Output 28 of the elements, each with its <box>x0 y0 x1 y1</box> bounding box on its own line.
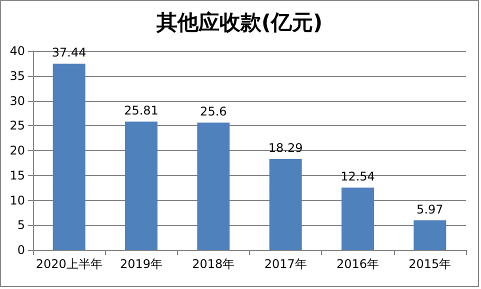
data-label: 25.81 <box>124 104 158 118</box>
data-label: 37.44 <box>52 46 86 60</box>
y-tick-label: 20 <box>10 144 25 158</box>
x-tick-label: 2018年 <box>192 257 235 271</box>
data-label: 25.6 <box>200 104 227 119</box>
data-label: 5.97 <box>416 202 444 216</box>
y-tick-label: 0 <box>17 243 25 257</box>
data-label: 18.29 <box>268 141 303 156</box>
bar <box>414 220 446 250</box>
bar <box>342 188 374 250</box>
y-tick-label: 15 <box>10 168 25 182</box>
data-label: 12.54 <box>340 170 375 184</box>
x-tick-label: 2019年 <box>120 257 163 271</box>
y-tick-label: 10 <box>10 193 25 208</box>
bar <box>197 122 230 250</box>
y-tick-label: 35 <box>10 68 25 83</box>
y-tick-label: 5 <box>17 218 25 232</box>
bar <box>125 122 158 250</box>
x-tick-label: 2015年 <box>408 257 452 271</box>
x-tick-label: 2020上半年 <box>36 257 102 271</box>
x-tick-label: 2016年 <box>336 257 380 271</box>
y-tick-label: 25 <box>10 118 25 133</box>
bar <box>52 64 86 250</box>
y-tick-label: 30 <box>10 94 25 108</box>
chart-title: 其他应收款(亿元) <box>155 10 323 34</box>
y-tick-label: 40 <box>10 44 25 58</box>
x-tick-label: 2017年 <box>264 257 307 271</box>
bar <box>269 159 302 250</box>
